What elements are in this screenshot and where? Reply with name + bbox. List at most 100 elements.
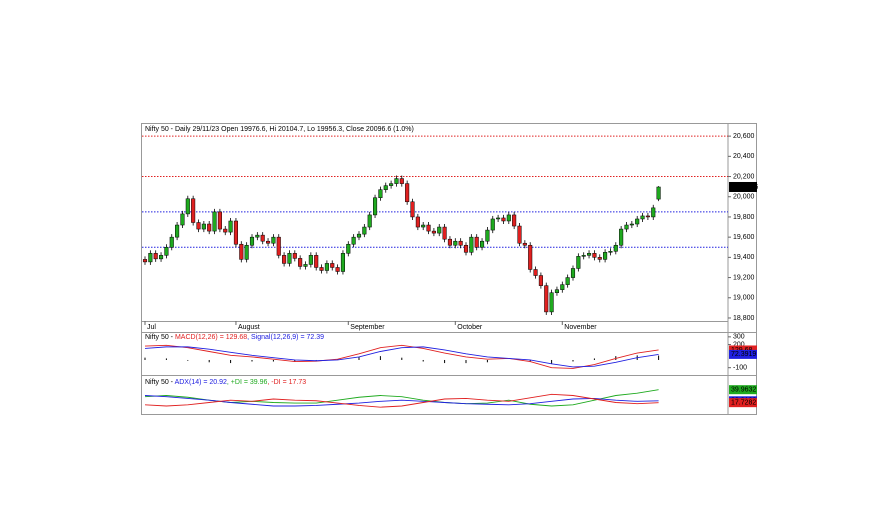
candle-body xyxy=(255,234,260,238)
candle-body xyxy=(239,243,244,260)
candle-body xyxy=(249,236,255,246)
candle-body xyxy=(410,201,415,218)
title-part: Nifty 50 - xyxy=(145,379,175,386)
candle-body xyxy=(570,268,576,278)
candle-body xyxy=(148,253,153,263)
candle-body xyxy=(528,244,533,270)
y-tick-label: 20,400 xyxy=(733,153,755,160)
candle-body xyxy=(298,258,303,267)
candle-body xyxy=(447,238,452,246)
y-tick-label: 19,000 xyxy=(733,295,755,302)
candle-body xyxy=(330,263,335,268)
candle-body xyxy=(538,275,543,286)
candle-body xyxy=(442,226,447,240)
candle-body xyxy=(233,220,238,245)
candle-body xyxy=(485,229,490,242)
candle-body xyxy=(624,224,629,230)
candle-body xyxy=(308,255,313,265)
candle-body xyxy=(266,240,271,244)
candle-body xyxy=(319,267,324,271)
candle-body xyxy=(159,255,164,260)
candle-body xyxy=(629,223,634,226)
candle-body xyxy=(244,244,249,260)
candle-body xyxy=(292,253,297,259)
candle-body xyxy=(426,224,431,232)
candle-body xyxy=(180,213,185,226)
candle-body xyxy=(340,253,345,272)
chart-title: Nifty 50 - Daily 29/11/23 Open 19976.6, … xyxy=(145,126,414,133)
candle-body xyxy=(603,252,608,260)
candle-body xyxy=(581,255,586,257)
x-tick-label: August xyxy=(238,324,260,331)
candle-body xyxy=(560,284,565,290)
candle-body xyxy=(453,240,458,246)
candle-body xyxy=(378,189,383,199)
y-tick-label: 200 xyxy=(733,341,745,348)
candle-body xyxy=(271,236,276,244)
candle-body xyxy=(394,178,399,184)
candle-body xyxy=(549,292,554,313)
candle-body xyxy=(362,226,367,235)
candle-body xyxy=(613,244,618,252)
indicator-line xyxy=(144,395,659,407)
candle-body xyxy=(314,255,319,268)
last-price-box xyxy=(729,181,757,192)
value-box-label: 39.9632 xyxy=(731,387,756,394)
title-part: ADX(14) = 20.92 xyxy=(175,379,227,386)
candle-body xyxy=(490,218,495,231)
y-tick-label: -100 xyxy=(733,365,747,372)
candle-body xyxy=(587,253,592,256)
candle-body xyxy=(517,225,522,244)
candle-body xyxy=(351,236,356,245)
candle-body xyxy=(383,185,388,190)
y-tick-label: 20,000 xyxy=(733,194,755,201)
y-tick-label: 300 xyxy=(733,334,745,341)
value-box xyxy=(729,398,757,408)
candle-body xyxy=(169,236,174,248)
y-tick-label: 19,400 xyxy=(733,254,755,261)
title-part: MACD(12,26) = 129.68 xyxy=(175,334,247,341)
candle-body xyxy=(592,253,597,258)
candle-body xyxy=(201,223,206,230)
candle-body xyxy=(346,243,351,254)
last-price-label: 20,096.6 xyxy=(731,184,758,191)
candle-body xyxy=(175,224,180,238)
candle-body xyxy=(405,183,410,203)
candle-body xyxy=(415,216,420,228)
candle-body xyxy=(223,228,228,233)
y-tick-label: 18,800 xyxy=(733,315,755,322)
candle-body xyxy=(207,223,212,232)
y-tick-label: 19,200 xyxy=(733,274,755,281)
candle-body xyxy=(191,198,196,223)
candle-body xyxy=(217,211,222,230)
candle-body xyxy=(501,217,506,222)
y-tick-label: 19,800 xyxy=(733,214,755,221)
candle-body xyxy=(512,214,517,227)
candle-body xyxy=(303,264,308,267)
value-box xyxy=(729,385,757,395)
candle-body xyxy=(431,230,436,234)
candle-body xyxy=(565,277,570,285)
frame xyxy=(141,123,757,415)
panel-title: Nifty 50 - MACD(12,26) = 129.68, Signal(… xyxy=(145,334,324,341)
candle-body xyxy=(635,218,640,225)
indicator-line xyxy=(144,346,659,368)
candle-body xyxy=(389,183,394,186)
panel-title: Nifty 50 - ADX(14) = 20.92, +DI = 39.96,… xyxy=(145,379,306,386)
value-box-label: 72.3919 xyxy=(731,351,756,358)
candle-body xyxy=(474,236,479,248)
x-tick-label: September xyxy=(350,324,385,331)
candle-body xyxy=(576,256,581,269)
candle-body xyxy=(463,244,469,253)
candle-body xyxy=(212,211,217,232)
title-part: , Signal(12,26,9) = 72.39 xyxy=(247,334,324,341)
candle-body xyxy=(640,215,645,220)
candle-body xyxy=(228,220,233,233)
candle-body xyxy=(335,267,340,272)
y-tick-label: 20,200 xyxy=(733,173,755,180)
candle-body xyxy=(608,251,613,253)
candle-body xyxy=(185,198,190,215)
candle-body xyxy=(142,259,148,263)
candle-body xyxy=(506,214,511,222)
indicator-line xyxy=(144,393,659,408)
